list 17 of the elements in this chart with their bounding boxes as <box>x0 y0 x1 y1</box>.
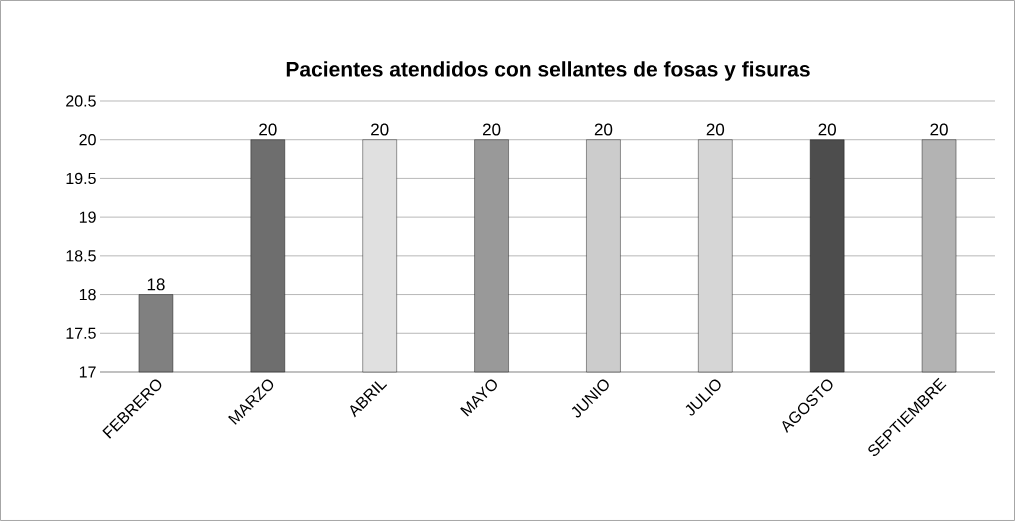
y-tick-label: 19.5 <box>66 172 96 185</box>
y-tick-label: 20 <box>79 134 96 146</box>
y-tick-label: 17 <box>79 366 96 378</box>
data-label: 20 <box>259 123 277 136</box>
data-label: 18 <box>147 278 165 291</box>
y-tick-label: 18 <box>79 288 96 301</box>
data-label: 20 <box>930 123 948 136</box>
data-label: 20 <box>594 123 613 136</box>
chart-title: Pacientes atendidos con sellantes de fosas y fisuras <box>286 61 810 81</box>
data-label: 20 <box>706 123 725 136</box>
y-tick-label: 19 <box>79 211 96 223</box>
y-tick-label: 17.5 <box>66 327 96 339</box>
data-label: 20 <box>371 123 389 136</box>
y-tick-label: 18.5 <box>66 250 96 262</box>
data-label: 20 <box>818 123 836 136</box>
y-tick-label: 20.5 <box>66 95 96 107</box>
data-label: 20 <box>482 123 501 136</box>
